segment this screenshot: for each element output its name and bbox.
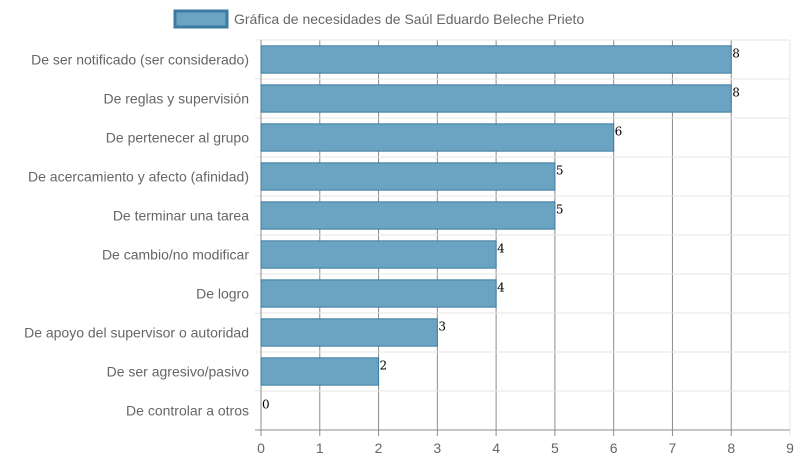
bars <box>260 45 732 386</box>
x-tick-label: 7 <box>669 440 677 456</box>
x-tick-label: 5 <box>551 440 559 456</box>
bar[interactable] <box>260 318 438 347</box>
bar[interactable] <box>260 357 380 386</box>
x-tick-label: 3 <box>433 440 441 456</box>
legend-swatch <box>173 9 229 29</box>
bar[interactable] <box>260 45 732 74</box>
x-tick-label: 6 <box>610 440 618 456</box>
category-label: De terminar una tarea <box>113 208 249 224</box>
legend-label: Gráfica de necesidades de Saúl Eduardo B… <box>234 11 584 27</box>
category-label: De pertenecer al grupo <box>106 130 249 146</box>
x-tick-label: 2 <box>375 440 383 456</box>
data-label: 2 <box>380 359 388 373</box>
x-tick-label: 9 <box>786 440 794 456</box>
data-label: 3 <box>438 320 446 334</box>
x-tick-label: 0 <box>257 440 265 456</box>
data-label: 6 <box>615 125 623 139</box>
bar[interactable] <box>260 123 615 152</box>
data-labels: 8 8 6 5 5 4 4 3 2 0 <box>262 47 740 412</box>
category-labels: De ser notificado (ser considerado) De re… <box>24 52 249 419</box>
data-label: 4 <box>497 242 505 256</box>
data-label: 0 <box>262 398 270 412</box>
bar[interactable] <box>260 279 497 308</box>
bar[interactable] <box>260 84 732 113</box>
bar[interactable] <box>260 162 556 191</box>
x-tick-label: 1 <box>316 440 324 456</box>
category-label: De logro <box>196 286 249 302</box>
data-label: 5 <box>556 164 564 178</box>
bar[interactable] <box>260 201 556 230</box>
category-label: De controlar a otros <box>126 403 249 419</box>
legend[interactable]: Gráfica de necesidades de Saúl Eduardo B… <box>173 9 584 29</box>
data-label: 8 <box>732 86 740 100</box>
data-label: 8 <box>732 47 740 61</box>
x-tick-label: 4 <box>492 440 500 456</box>
data-label: 4 <box>497 281 505 295</box>
category-label: De apoyo del supervisor o autoridad <box>24 325 249 341</box>
x-tick-labels: 0 1 2 3 4 5 6 7 8 9 <box>257 440 794 456</box>
data-label: 5 <box>556 203 564 217</box>
x-tick-label: 8 <box>727 440 735 456</box>
category-label: De cambio/no modificar <box>102 247 249 263</box>
category-label: De ser agresivo/pasivo <box>107 364 250 380</box>
category-label: De acercamiento y afecto (afinidad) <box>28 169 249 185</box>
bar[interactable] <box>260 240 497 269</box>
category-label: De ser notificado (ser considerado) <box>31 52 249 68</box>
category-label: De reglas y supervisión <box>103 91 249 107</box>
